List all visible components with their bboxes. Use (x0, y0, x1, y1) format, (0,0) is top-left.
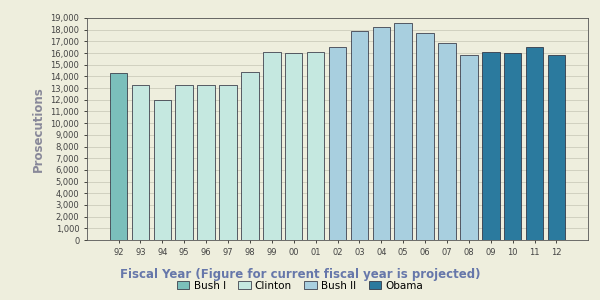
Bar (416, 33, 434, 240)
Bar (307, 52, 325, 240)
Text: Fiscal Year (Figure for current fiscal year is projected): Fiscal Year (Figure for current fiscal y… (120, 268, 480, 281)
Bar (526, 47, 544, 240)
Bar (175, 85, 193, 240)
Bar (548, 56, 565, 240)
Bar (373, 27, 390, 240)
Legend: Bush I, Clinton, Bush II, Obama: Bush I, Clinton, Bush II, Obama (173, 277, 427, 295)
Bar (460, 56, 478, 240)
Bar (350, 31, 368, 240)
Bar (394, 23, 412, 240)
Bar (131, 85, 149, 240)
Bar (329, 47, 346, 240)
Bar (154, 100, 171, 240)
Bar (241, 72, 259, 240)
Bar (263, 52, 281, 240)
Bar (438, 43, 456, 240)
Bar (285, 53, 302, 240)
Bar (219, 85, 237, 240)
Bar (504, 53, 521, 240)
Bar (482, 52, 500, 240)
Bar (197, 85, 215, 240)
Y-axis label: Prosecutions: Prosecutions (32, 86, 45, 172)
Bar (110, 73, 127, 240)
